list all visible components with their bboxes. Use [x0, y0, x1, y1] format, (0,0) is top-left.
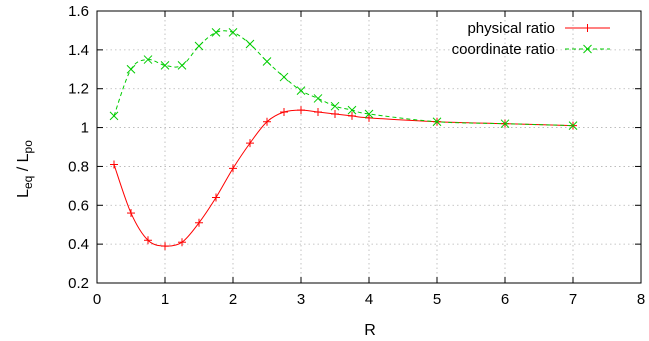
y-tick-label: 0.2: [68, 275, 89, 292]
legend-marker-coordinate-ratio: [583, 44, 592, 54]
legend: physical ratio coordinate ratio: [452, 20, 610, 58]
series-line-physical-ratio: [113, 109, 574, 247]
data-point-physical-ratio: [144, 236, 152, 245]
data-point-coordinate-ratio: [126, 64, 136, 74]
y-axis-label-sep: / L: [15, 153, 32, 175]
legend-label-coordinate-ratio: coordinate ratio: [452, 41, 555, 58]
y-tick-label: 1.6: [68, 3, 89, 20]
series-physical-ratio: [110, 106, 577, 251]
data-point-coordinate-ratio: [347, 105, 357, 115]
data-point-physical-ratio: [348, 111, 356, 120]
x-tick-label: 0: [93, 291, 101, 308]
x-tick-label: 1: [161, 291, 169, 308]
data-point-physical-ratio: [246, 139, 254, 148]
legend-marker-physical-ratio: [583, 24, 592, 32]
y-tick-label: 0.8: [68, 158, 89, 175]
x-tick-label: 5: [433, 291, 441, 308]
data-point-physical-ratio: [178, 238, 186, 247]
data-point-coordinate-ratio: [500, 119, 510, 129]
data-point-coordinate-ratio: [568, 121, 578, 130]
data-point-coordinate-ratio: [109, 111, 119, 121]
y-axis-label: Leq / Lpo: [15, 140, 35, 198]
data-point-coordinate-ratio: [245, 39, 255, 49]
data-point-coordinate-ratio: [211, 28, 221, 37]
data-point-coordinate-ratio: [194, 41, 204, 51]
data-point-physical-ratio: [297, 106, 305, 115]
y-tick-label: 1: [81, 120, 89, 137]
data-point-physical-ratio: [365, 113, 373, 122]
data-point-physical-ratio: [110, 160, 118, 169]
x-tick-label: 6: [501, 291, 509, 308]
x-tick-label: 3: [297, 291, 305, 308]
data-point-coordinate-ratio: [160, 61, 170, 70]
data-point-coordinate-ratio: [296, 86, 306, 96]
data-point-physical-ratio: [280, 108, 288, 117]
data-point-physical-ratio: [127, 209, 135, 218]
data-point-coordinate-ratio: [143, 55, 153, 64]
data-point-coordinate-ratio: [313, 94, 323, 103]
data-point-coordinate-ratio: [228, 28, 238, 37]
x-tick-label: 4: [365, 291, 373, 308]
data-point-physical-ratio: [331, 109, 339, 118]
data-point-coordinate-ratio: [279, 72, 289, 82]
data-point-coordinate-ratio: [432, 117, 442, 127]
y-tick-label: 1.2: [68, 81, 89, 98]
x-tick-label: 8: [637, 291, 645, 308]
data-point-physical-ratio: [229, 164, 237, 173]
data-point-physical-ratio: [195, 218, 203, 227]
y-axis-label-sub1: eq: [21, 176, 35, 189]
data-point-coordinate-ratio: [364, 109, 374, 119]
plot-series: [109, 28, 578, 251]
data-point-coordinate-ratio: [177, 61, 187, 70]
x-tick-label: 7: [569, 291, 577, 308]
y-tick-label: 0.4: [68, 236, 89, 253]
data-point-physical-ratio: [263, 117, 271, 126]
data-point-coordinate-ratio: [262, 57, 272, 66]
grid: [97, 11, 641, 283]
data-point-physical-ratio: [161, 242, 169, 251]
y-axis-label-base: L: [15, 189, 32, 198]
series-coordinate-ratio: [109, 28, 578, 130]
x-tick-label: 2: [229, 291, 237, 308]
y-tick-label: 0.6: [68, 197, 89, 214]
x-axis-label: R: [364, 322, 376, 339]
y-axis-label-sub2: po: [21, 140, 35, 154]
data-point-physical-ratio: [212, 193, 220, 202]
axis-ticks: 0 1 2 3 4 5 6 7 8 0.2 0.4 0.6 0.8 1 1.2 1.4 1.6: [68, 3, 645, 308]
data-point-coordinate-ratio: [330, 101, 340, 111]
data-point-physical-ratio: [314, 108, 322, 117]
y-tick-label: 1.4: [68, 42, 89, 59]
legend-label-physical-ratio: physical ratio: [467, 20, 555, 37]
